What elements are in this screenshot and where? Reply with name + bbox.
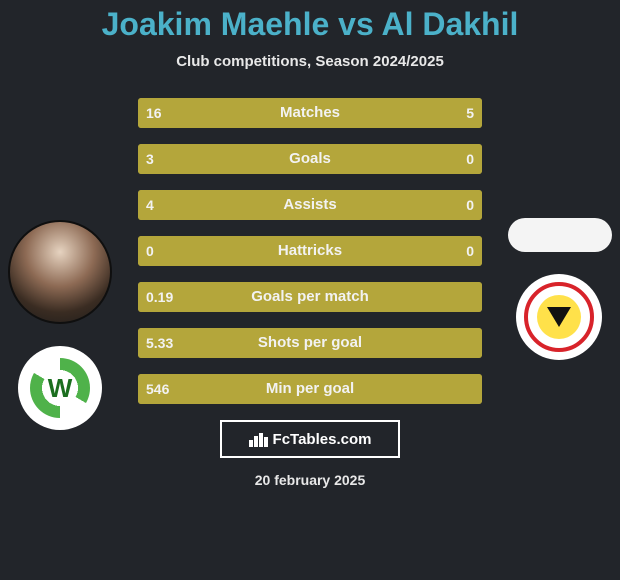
stat-label: Hattricks <box>138 236 482 266</box>
stat-row: 40Assists <box>138 190 482 220</box>
stat-row: 00Hattricks <box>138 236 482 266</box>
player-left-avatar <box>8 220 112 324</box>
date-label: 20 february 2025 <box>0 472 620 488</box>
bars-container: 165Matches 30Goals 40Assists 00Hattricks 0.1… <box>138 98 482 404</box>
stat-label: Goals per match <box>138 282 482 312</box>
stuttgart-inner-icon <box>537 295 581 339</box>
stuttgart-mark-icon <box>547 307 571 327</box>
brand-badge: FcTables.com <box>220 420 400 458</box>
subtitle: Club competitions, Season 2024/2025 <box>0 53 620 70</box>
comparison-area: W 165Matches 30Goals 40Assists 00Hattricks 0… <box>0 98 620 404</box>
stat-row: 546Min per goal <box>138 374 482 404</box>
player-right-avatar <box>508 218 612 252</box>
stat-label: Assists <box>138 190 482 220</box>
stat-row: 5.33Shots per goal <box>138 328 482 358</box>
stat-label: Shots per goal <box>138 328 482 358</box>
stat-row: 0.19Goals per match <box>138 282 482 312</box>
wolfsburg-letter: W <box>48 373 73 404</box>
player-left-club-badge: W <box>18 346 102 430</box>
brand-text: FcTables.com <box>273 431 372 448</box>
stat-label: Min per goal <box>138 374 482 404</box>
page-title: Joakim Maehle vs Al Dakhil <box>0 0 620 43</box>
stat-label: Goals <box>138 144 482 174</box>
stat-row: 30Goals <box>138 144 482 174</box>
stat-row: 165Matches <box>138 98 482 128</box>
brand-chart-icon <box>249 431 267 447</box>
stat-label: Matches <box>138 98 482 128</box>
player-right-club-badge <box>516 274 602 360</box>
